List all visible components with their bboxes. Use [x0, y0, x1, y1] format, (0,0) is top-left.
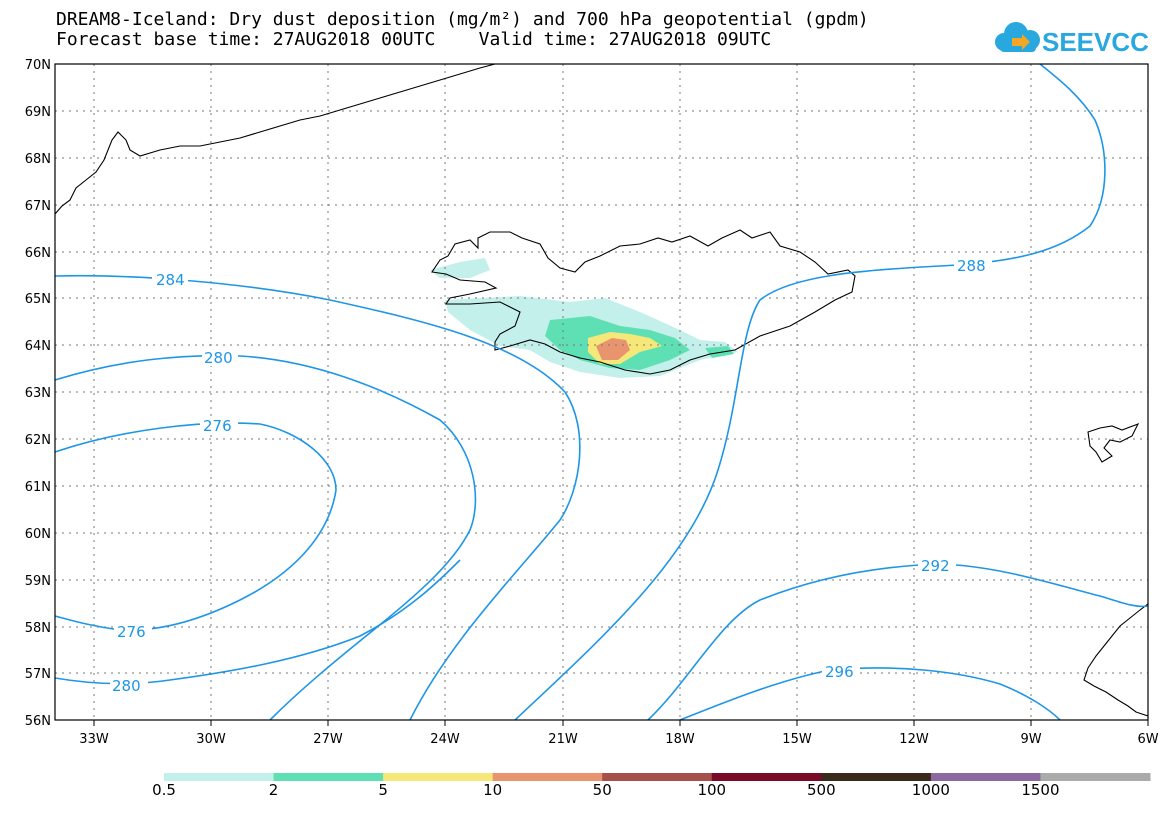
- longitude-labels: 33W 30W 27W 24W 21W 18W 15W 12W 9W 6W: [79, 732, 1158, 747]
- logo-text: SEEVCCC: [1042, 27, 1150, 57]
- dust-level-0.5-nw: [430, 258, 490, 278]
- lon-label: 24W: [430, 732, 460, 747]
- contour-label-280-south: 280: [112, 677, 141, 695]
- map-subtitle: Forecast base time: 27AUG2018 00UTC Vali…: [56, 29, 772, 50]
- colorbar-swatch: [273, 773, 384, 781]
- lat-label: 61N: [25, 480, 51, 495]
- lat-label: 70N: [25, 58, 51, 73]
- cloud-icon: [995, 22, 1040, 52]
- lon-label: 30W: [196, 732, 226, 747]
- lat-label: 58N: [25, 621, 51, 636]
- lon-label: 15W: [782, 732, 812, 747]
- contour-label-280: 280: [204, 349, 233, 367]
- lat-label: 69N: [25, 105, 51, 120]
- iceland-coast: [431, 229, 856, 375]
- contour-296: [679, 667, 1061, 720]
- lon-label: 21W: [548, 732, 578, 747]
- lat-label: 63N: [25, 386, 51, 401]
- lon-label: 6W: [1137, 732, 1158, 747]
- lon-label: 33W: [79, 732, 109, 747]
- colorbar: [164, 773, 1151, 781]
- colorbar-label: 50: [592, 781, 612, 799]
- colorbar-label: 100: [697, 781, 727, 799]
- colorbar-swatch: [492, 773, 603, 781]
- grid-lines: [55, 64, 1148, 720]
- lon-label: 9W: [1020, 732, 1041, 747]
- contour-label-276-south: 276: [117, 623, 146, 641]
- colorbar-swatch: [821, 773, 932, 781]
- lon-label: 27W: [313, 732, 343, 747]
- lat-label: 57N: [25, 667, 51, 682]
- seevccc-logo: SEEVCCC: [995, 22, 1150, 57]
- contour-label-296: 296: [825, 663, 854, 681]
- contour-280: [55, 354, 477, 720]
- colorbar-label: 1000: [911, 781, 950, 799]
- colorbar-swatch: [383, 773, 494, 781]
- contour-label-284: 284: [156, 271, 185, 289]
- lon-label: 18W: [665, 732, 695, 747]
- arrow-icon: [1012, 34, 1030, 50]
- colorbar-label: 10: [483, 781, 503, 799]
- lat-label: 68N: [25, 152, 51, 167]
- colorbar-swatch: [164, 773, 275, 781]
- colorbar-label: 500: [807, 781, 836, 799]
- colorbar-label: 1500: [1021, 781, 1060, 799]
- lat-label: 60N: [25, 527, 51, 542]
- map-frame: [54, 63, 1149, 721]
- contour-292: [647, 563, 1148, 720]
- coastlines: [55, 64, 1148, 717]
- contour-labels: 284 280 276 276 280 288 292 296: [110, 256, 992, 695]
- contour-label-292: 292: [921, 557, 950, 575]
- colorbar-label: 0.5: [152, 781, 176, 799]
- contour-284: [55, 274, 581, 720]
- contour-label-288: 288: [957, 257, 986, 275]
- lat-label: 67N: [25, 199, 51, 214]
- contour-label-276: 276: [203, 417, 232, 435]
- latitude-labels: 70N 69N 68N 67N 66N 65N 64N 63N 62N 61N …: [25, 58, 51, 729]
- colorbar-label: 2: [268, 781, 279, 799]
- lat-label: 56N: [25, 714, 51, 729]
- scotland-coast: [1083, 603, 1148, 717]
- lat-label: 64N: [25, 339, 51, 354]
- colorbar-swatch: [1040, 773, 1151, 781]
- colorbar-label: 5: [378, 781, 388, 799]
- lat-label: 66N: [25, 246, 51, 261]
- faroe-coast: [1087, 422, 1140, 463]
- contour-276-north: [55, 422, 337, 632]
- lat-label: 65N: [25, 292, 51, 307]
- colorbar-swatch: [602, 773, 713, 781]
- contour-288: [514, 64, 1106, 720]
- dust-level-10: [596, 338, 630, 360]
- greenland-coast: [55, 64, 496, 215]
- lat-label: 59N: [25, 574, 51, 589]
- colorbar-swatch: [930, 773, 1041, 781]
- lon-label: 12W: [899, 732, 929, 747]
- tick-marks: [93, 720, 1149, 726]
- contour-280-south: [55, 559, 461, 685]
- colorbar-swatch: [711, 773, 822, 781]
- lat-label: 62N: [25, 433, 51, 448]
- map-title: DREAM8-Iceland: Dry dust deposition (mg/…: [56, 9, 869, 30]
